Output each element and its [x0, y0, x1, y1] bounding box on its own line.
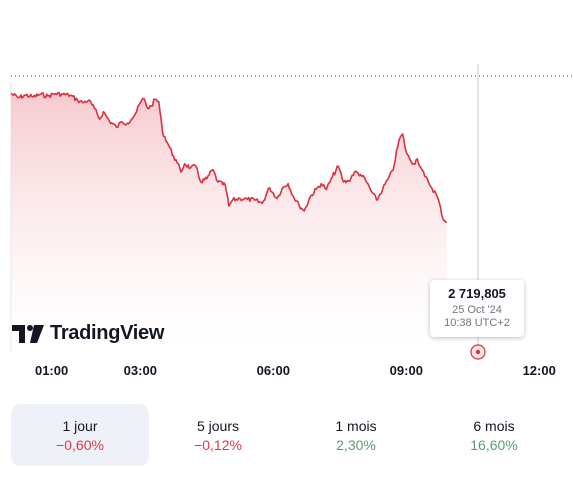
tab-label: 6 mois: [473, 417, 515, 434]
tooltip-time: 10:38 UTC+2: [444, 317, 510, 329]
tradingview-logo-icon: [12, 324, 44, 343]
x-axis: 01:00 03:00 06:00 09:00 12:00: [35, 363, 556, 378]
price-chart[interactable]: 01:00 03:00 06:00 09:00 12:00 TradingView 2 …: [0, 0, 573, 395]
series-line: [10, 91, 448, 224]
tab-6-months[interactable]: 6 mois 16,60%: [425, 404, 563, 466]
tab-1-month[interactable]: 1 mois 2,30%: [287, 404, 425, 466]
series-area: [11, 92, 447, 352]
x-tick-label: 09:00: [390, 363, 423, 378]
tab-change: 16,60%: [470, 436, 518, 453]
tradingview-logo: TradingView: [12, 322, 164, 345]
chart-canvas[interactable]: 01:00 03:00 06:00 09:00 12:00: [0, 0, 573, 395]
tab-change: −0,60%: [56, 436, 104, 453]
x-tick-label: 01:00: [35, 363, 68, 378]
tab-label: 1 mois: [335, 417, 377, 434]
tab-label: 1 jour: [62, 417, 98, 434]
crosshair-marker-dot: [475, 349, 481, 355]
brand-name: TradingView: [50, 322, 165, 344]
price-tooltip: 2 719,805 25 Oct '24 10:38 UTC+2: [430, 280, 524, 337]
x-tick-label: 06:00: [257, 363, 290, 378]
tab-5-days[interactable]: 5 jours −0,12%: [149, 404, 287, 466]
x-tick-label: 12:00: [523, 363, 556, 378]
tab-label: 5 jours: [196, 417, 240, 434]
period-tabs: 1 jour −0,60% 5 jours −0,12% 1 mois 2,30…: [11, 404, 563, 466]
tab-change: −0,12%: [194, 436, 242, 453]
tab-change: 2,30%: [336, 436, 376, 453]
tooltip-price: 2 719,805: [448, 286, 506, 301]
x-tick-label: 03:00: [124, 363, 157, 378]
tab-1-day[interactable]: 1 jour −0,60%: [11, 404, 149, 466]
tooltip-date: 25 Oct '24: [452, 304, 502, 316]
